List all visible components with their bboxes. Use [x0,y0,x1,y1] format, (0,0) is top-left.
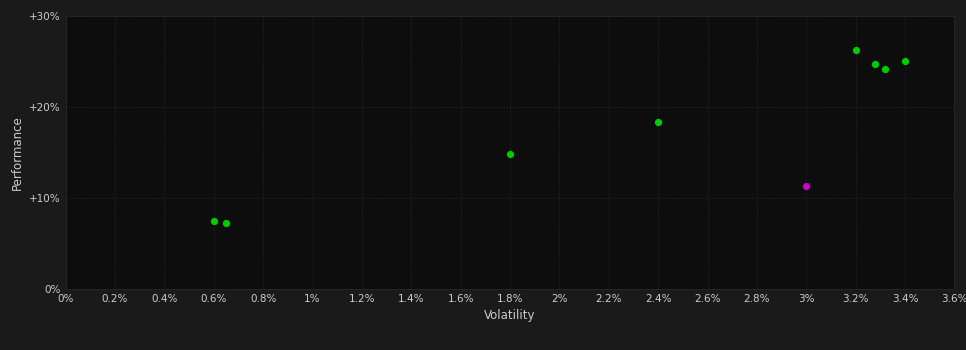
Point [650,119,666,125]
Point [799,183,814,189]
Point [897,58,913,64]
Point [206,219,221,224]
Point [877,66,893,72]
Y-axis label: Performance: Performance [11,115,23,190]
X-axis label: Volatility: Volatility [484,309,536,322]
Point [218,220,234,226]
Point [867,61,883,67]
Point [848,48,864,53]
Point [502,151,518,157]
